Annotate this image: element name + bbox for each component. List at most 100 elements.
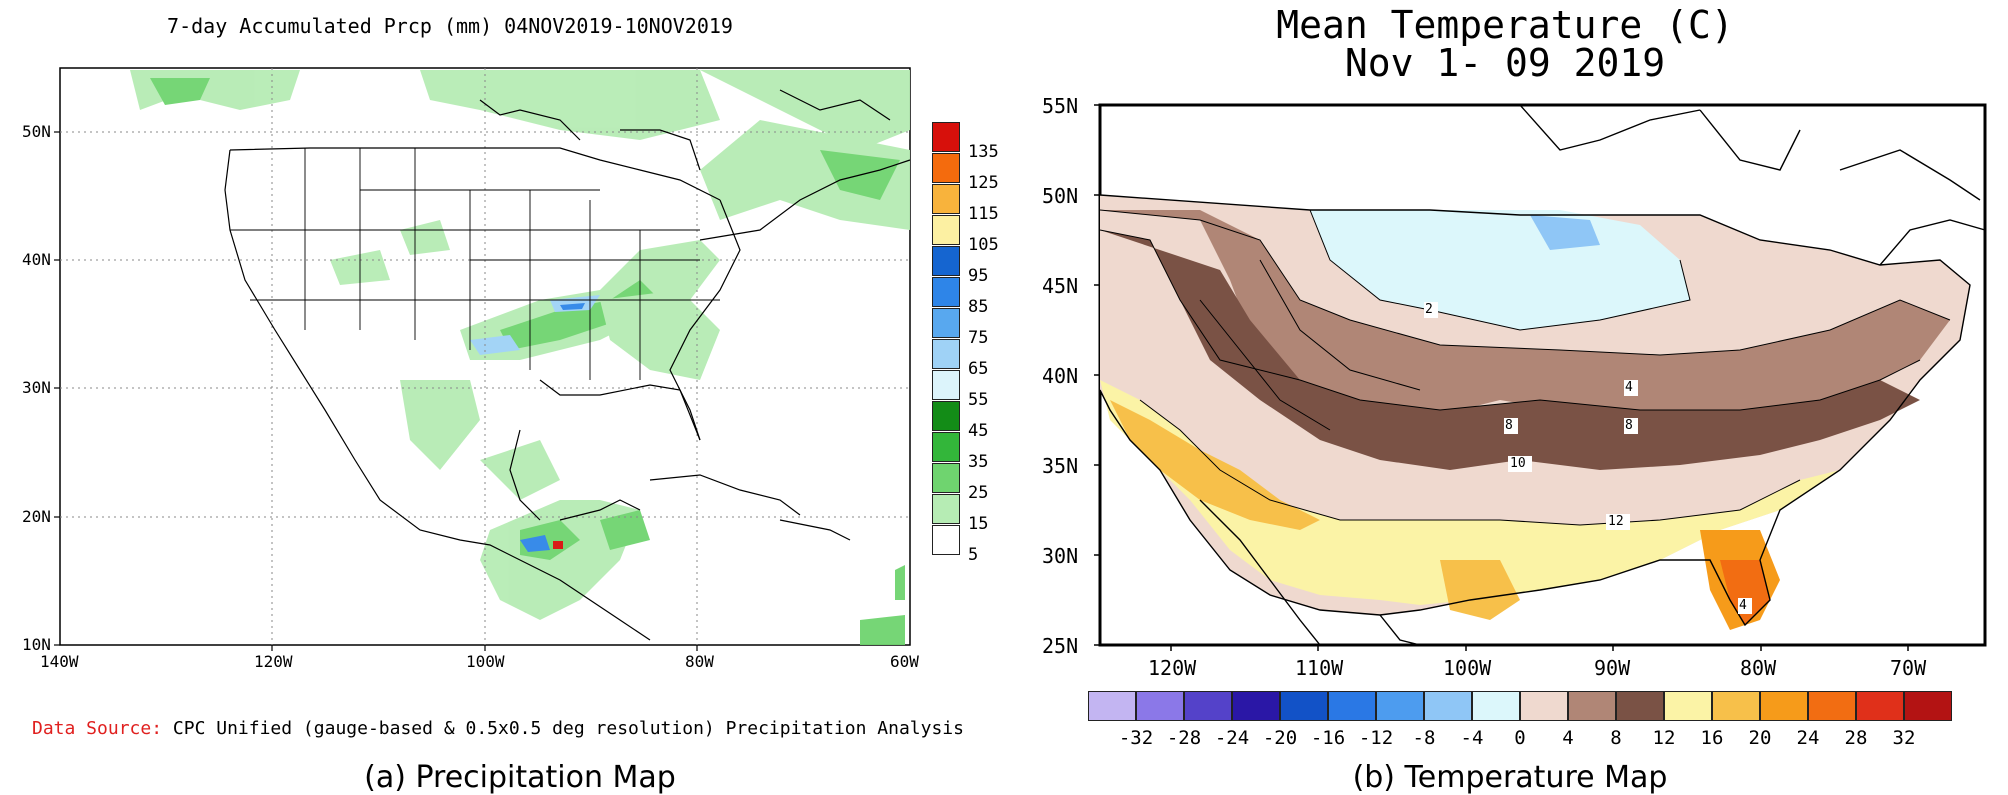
- colorbar-label: -8: [1412, 727, 1436, 749]
- contour-label: 8: [1625, 418, 1633, 433]
- colorbar-label: -28: [1166, 727, 1202, 749]
- colorbar-swatch: [1616, 691, 1664, 721]
- data-source: Data Source: CPC Unified (gauge-based & …: [32, 718, 964, 739]
- precip-coastlines: [224, 89, 911, 641]
- colorbar-swatch: [1664, 691, 1712, 721]
- temp-ticks: [1094, 104, 1909, 651]
- precip-lat-label: 30N: [22, 378, 51, 397]
- temp-map-title: Mean Temperature (C) Nov 1- 09 2019: [1030, 6, 1980, 82]
- contour-label: 4: [1739, 598, 1747, 613]
- colorbar-label: 24: [1796, 727, 1820, 749]
- contour-label: 12: [1608, 514, 1624, 529]
- precip-map: [54, 67, 911, 651]
- data-source-prefix: Data Source:: [32, 718, 163, 739]
- colorbar-label: 20: [1748, 727, 1772, 749]
- colorbar-swatch: [1328, 691, 1376, 721]
- legend-swatch: [932, 215, 960, 245]
- legend-swatch: [932, 153, 960, 183]
- temp-lon-label: 80W: [1740, 656, 1777, 680]
- temp-title-line1: Mean Temperature (C): [1276, 3, 1734, 47]
- temp-lat-label: 45N: [1042, 274, 1079, 298]
- temp-lon-label: 120W: [1148, 656, 1197, 680]
- contour-label: 10: [1510, 456, 1526, 471]
- colorbar-swatch: [1760, 691, 1808, 721]
- caption-b: (b) Temperature Map: [1352, 760, 1668, 795]
- legend-swatch: [932, 463, 960, 493]
- colorbar-label: 12: [1652, 727, 1676, 749]
- legend-label: 5: [968, 545, 979, 565]
- precip-map-title: 7-day Accumulated Prcp (mm) 04NOV2019-10…: [167, 14, 733, 38]
- legend-label: 85: [968, 297, 989, 317]
- data-source-text: CPC Unified (gauge-based & 0.5x0.5 deg r…: [172, 718, 964, 739]
- legend-label: 45: [968, 421, 989, 441]
- precip-lon-label: 60W: [890, 652, 919, 671]
- legend-label: 115: [968, 204, 999, 224]
- temp-map: [1094, 103, 1987, 651]
- legend-swatch: [932, 370, 960, 400]
- colorbar-label: -16: [1310, 727, 1346, 749]
- temp-lat-label: 25N: [1042, 634, 1079, 658]
- colorbar-swatch: [1520, 691, 1568, 721]
- precip-lat-label: 40N: [22, 250, 51, 269]
- colorbar-label: 8: [1610, 727, 1622, 749]
- colorbar-swatch: [1856, 691, 1904, 721]
- colorbar-label: 32: [1892, 727, 1916, 749]
- colorbar-label: -12: [1358, 727, 1394, 749]
- precip-lon-label: 100W: [466, 652, 505, 671]
- caption-a: (a) Precipitation Map: [364, 760, 676, 795]
- precip-lon-label: 80W: [685, 652, 714, 671]
- precip-lon-label: 120W: [254, 652, 293, 671]
- contour-label: 8: [1505, 418, 1513, 433]
- temp-lat-label: 40N: [1042, 364, 1079, 388]
- colorbar-swatch: [1184, 691, 1232, 721]
- legend-label: 95: [968, 266, 989, 286]
- colorbar-label: 16: [1700, 727, 1724, 749]
- precip-lon-label: 140W: [40, 652, 79, 671]
- temp-title-line2: Nov 1- 09 2019: [1344, 41, 1666, 85]
- legend-label: 25: [968, 483, 989, 503]
- legend-swatch: [932, 122, 960, 152]
- colorbar-label: 28: [1844, 727, 1868, 749]
- colorbar-swatch: [1712, 691, 1760, 721]
- precip-lat-label: 20N: [22, 507, 51, 526]
- temp-lat-label: 55N: [1042, 94, 1079, 118]
- colorbar-label: -32: [1118, 727, 1154, 749]
- colorbar-swatch: [1424, 691, 1472, 721]
- legend-swatch: [932, 401, 960, 431]
- colorbar-swatch: [1568, 691, 1616, 721]
- colorbar-label: -24: [1214, 727, 1250, 749]
- legend-label: 55: [968, 390, 989, 410]
- colorbar-swatch: [1136, 691, 1184, 721]
- temp-lat-label: 30N: [1042, 544, 1079, 568]
- legend-label: 105: [968, 235, 999, 255]
- temp-lat-label: 50N: [1042, 184, 1079, 208]
- colorbar-swatch: [1088, 691, 1136, 721]
- colorbar-swatch: [1808, 691, 1856, 721]
- temp-contour-labels: [1424, 302, 1752, 614]
- legend-swatch: [932, 308, 960, 338]
- temp-lon-label: 90W: [1594, 656, 1631, 680]
- legend-label: 65: [968, 359, 989, 379]
- colorbar-swatch: [1376, 691, 1424, 721]
- colorbar-swatch: [1280, 691, 1328, 721]
- legend-label: 35: [968, 452, 989, 472]
- legend-label: 135: [968, 142, 999, 162]
- colorbar-swatch: [1472, 691, 1520, 721]
- precip-gridlines: [60, 68, 910, 645]
- colorbar-label: -4: [1460, 727, 1484, 749]
- legend-swatch: [932, 184, 960, 214]
- precip-ticks: [54, 131, 698, 651]
- temp-lat-label: 35N: [1042, 454, 1079, 478]
- legend-label: 125: [968, 173, 999, 193]
- legend-label: 15: [968, 514, 989, 534]
- legend-swatch: [932, 246, 960, 276]
- colorbar-label: 0: [1514, 727, 1526, 749]
- contour-label: 4: [1625, 380, 1633, 395]
- colorbar-swatch: [1232, 691, 1280, 721]
- temp-lon-label: 100W: [1443, 656, 1492, 680]
- temp-coastlines: [1099, 104, 1986, 646]
- contour-label: 2: [1425, 302, 1433, 317]
- legend-swatch: [932, 525, 960, 555]
- temp-lon-label: 110W: [1295, 656, 1344, 680]
- colorbar-label: -20: [1262, 727, 1298, 749]
